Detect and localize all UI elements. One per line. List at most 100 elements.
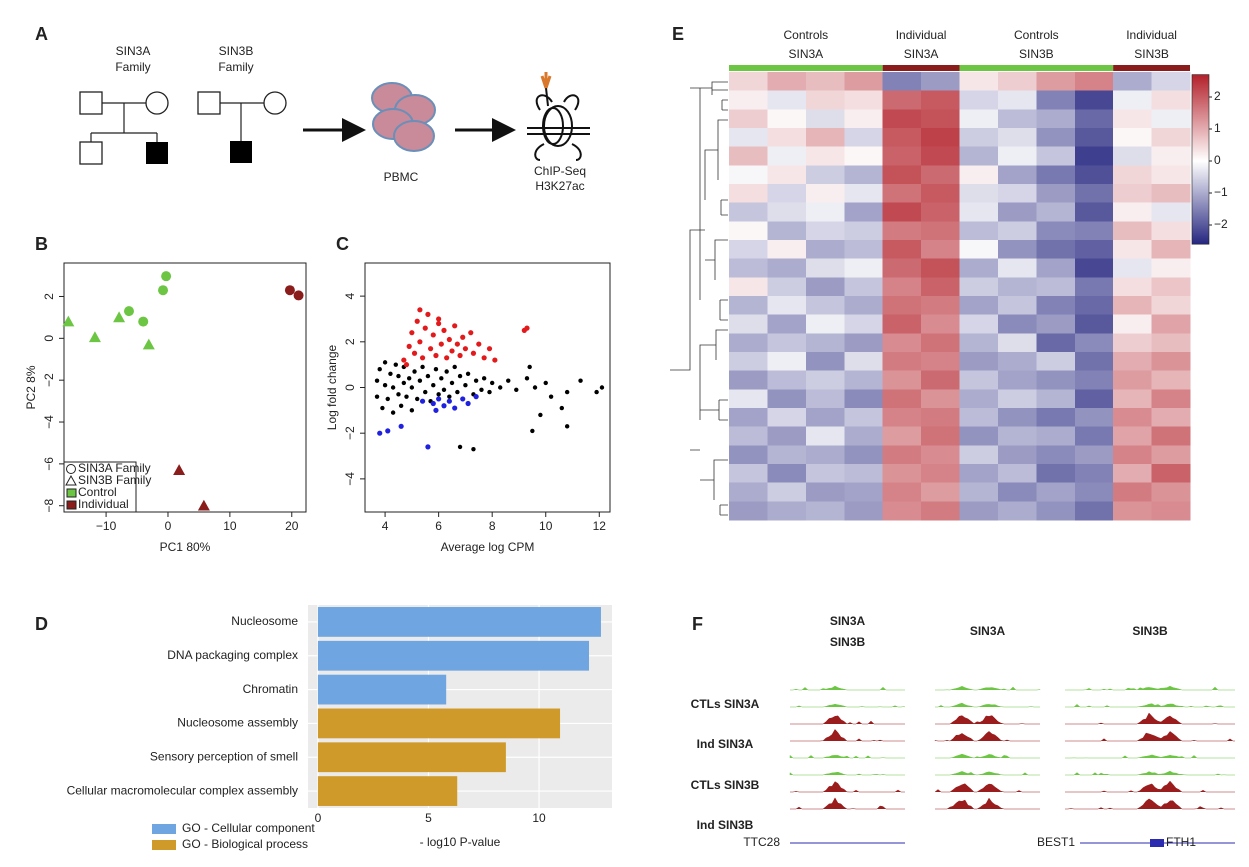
y-tick-label: −4 bbox=[42, 415, 56, 429]
heatmap-cell bbox=[997, 314, 1037, 334]
heatmap-cell bbox=[959, 258, 999, 278]
heatmap-cell bbox=[959, 482, 999, 502]
heatmap-cell bbox=[921, 482, 960, 502]
point bbox=[543, 380, 548, 386]
heatmap-cell bbox=[959, 240, 999, 260]
heatmap-cell bbox=[767, 258, 807, 278]
heatmap-cell bbox=[882, 184, 922, 204]
heatmap-cell bbox=[1074, 314, 1114, 334]
heatmap-cell bbox=[805, 314, 845, 334]
heatmap-cell bbox=[882, 482, 922, 502]
heatmap-cell bbox=[844, 408, 884, 428]
point bbox=[564, 389, 570, 395]
point bbox=[423, 389, 428, 395]
heatmap-cell bbox=[921, 464, 960, 484]
heatmap-cell bbox=[959, 90, 999, 110]
heatmap-cell bbox=[1113, 426, 1153, 446]
point bbox=[406, 343, 412, 349]
y-tick-label: 0 bbox=[343, 384, 357, 391]
column-group-bar bbox=[882, 65, 960, 71]
track bbox=[934, 783, 1040, 793]
heatmap-cell bbox=[767, 221, 807, 241]
point bbox=[414, 318, 420, 324]
bar bbox=[317, 776, 458, 806]
heatmap-cell bbox=[959, 501, 999, 521]
heatmap-cell bbox=[844, 221, 884, 241]
y-tick-label: 0 bbox=[42, 335, 56, 342]
heatmap-cell bbox=[729, 165, 768, 185]
heatmap-cell bbox=[1074, 146, 1114, 166]
point bbox=[449, 380, 455, 386]
point bbox=[452, 364, 457, 370]
point bbox=[409, 408, 415, 413]
heatmap-cell bbox=[882, 221, 922, 241]
heatmap-cell bbox=[729, 202, 768, 222]
heatmap-cell bbox=[844, 296, 884, 316]
track-group-label: Ind SIN3A bbox=[697, 737, 754, 751]
heatmap-cell bbox=[997, 202, 1037, 222]
plot-background bbox=[308, 605, 612, 808]
heatmap-cell bbox=[959, 184, 999, 204]
heatmap-cell bbox=[1113, 370, 1153, 390]
heatmap-cell bbox=[844, 184, 884, 204]
heatmap-cell bbox=[844, 90, 884, 110]
point bbox=[293, 290, 304, 301]
track bbox=[935, 685, 1041, 691]
heatmap-cell bbox=[729, 370, 768, 390]
heatmap-cell bbox=[997, 240, 1037, 260]
heatmap-cell bbox=[805, 184, 845, 204]
heatmap-cell bbox=[1074, 352, 1114, 372]
heatmap-cell bbox=[959, 370, 999, 390]
heatmap-cell bbox=[1036, 184, 1076, 204]
heatmap-cell bbox=[997, 352, 1037, 372]
heatmap-cell bbox=[1036, 165, 1076, 185]
point bbox=[382, 383, 388, 388]
heatmap-cell bbox=[1113, 445, 1153, 465]
heatmap-cell bbox=[921, 277, 960, 297]
heatmap-cell bbox=[959, 165, 999, 185]
heatmap-cell bbox=[1036, 314, 1076, 334]
x-tick-label: −10 bbox=[96, 519, 117, 533]
bar bbox=[317, 640, 590, 671]
point bbox=[374, 378, 380, 383]
point bbox=[412, 369, 417, 374]
heatmap-cell bbox=[1074, 333, 1114, 353]
heatmap-cell bbox=[767, 296, 807, 316]
heatmap-cell bbox=[844, 146, 884, 166]
heatmap-cell bbox=[997, 72, 1037, 92]
column-header: SIN3B bbox=[830, 635, 866, 649]
heatmap-cell bbox=[959, 128, 999, 148]
heatmap-cell bbox=[959, 352, 999, 372]
heatmap-cell bbox=[1036, 146, 1076, 166]
point bbox=[142, 338, 155, 350]
heatmap-cell bbox=[729, 221, 768, 241]
heatmap-cell bbox=[882, 445, 922, 465]
heatmap-cell bbox=[1113, 90, 1153, 110]
colorbar-tick-label: 2 bbox=[1214, 89, 1221, 103]
heatmap-cell bbox=[805, 296, 845, 316]
heatmap-cell bbox=[882, 109, 922, 129]
track bbox=[1065, 703, 1235, 708]
track bbox=[790, 728, 905, 742]
heatmap-cell bbox=[1074, 109, 1114, 129]
heatmap-cell bbox=[921, 240, 960, 260]
heatmap-cell bbox=[1074, 426, 1114, 446]
x-tick-label: 8 bbox=[489, 519, 496, 533]
point bbox=[559, 405, 565, 411]
point bbox=[438, 341, 444, 347]
track bbox=[935, 753, 1040, 759]
heatmap-cell bbox=[882, 258, 922, 278]
heatmap-cell bbox=[1113, 314, 1153, 334]
heatmap-cell bbox=[767, 146, 807, 166]
heatmap-cell bbox=[1036, 501, 1076, 521]
track bbox=[790, 797, 905, 810]
y-tick-label: −2 bbox=[343, 426, 357, 440]
column-group-label: SIN3B bbox=[1134, 47, 1169, 61]
point bbox=[417, 378, 423, 383]
track bbox=[790, 715, 905, 725]
heatmap-cell bbox=[1036, 221, 1076, 241]
heatmap-cell bbox=[959, 109, 999, 129]
point bbox=[420, 364, 425, 370]
heatmap-cell bbox=[844, 128, 884, 148]
heatmap-cell bbox=[1074, 221, 1114, 241]
